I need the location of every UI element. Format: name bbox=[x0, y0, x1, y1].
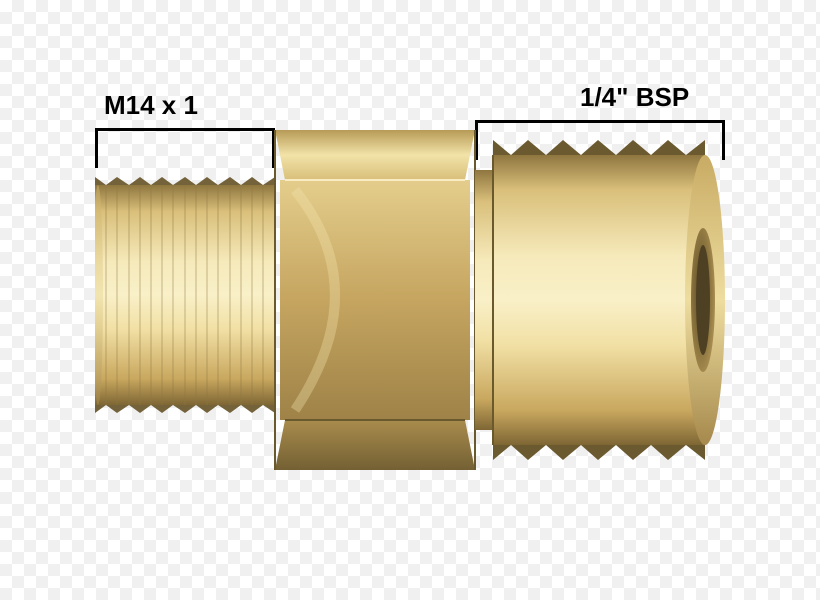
right-thread-label: 1/4" BSP bbox=[580, 82, 689, 113]
left-thread-teeth-bottom bbox=[95, 405, 275, 413]
diagram-stage: M14 x 1 1/4" BSP bbox=[0, 0, 820, 600]
left-thread-body bbox=[95, 177, 275, 413]
left-thread-label: M14 x 1 bbox=[104, 90, 198, 121]
right-teeth-bottom bbox=[493, 445, 705, 460]
left-thread-teeth-top bbox=[95, 177, 275, 185]
brass-fitting bbox=[95, 130, 725, 470]
hex-nut bbox=[275, 130, 475, 470]
brass-fitting-svg bbox=[95, 130, 725, 470]
right-swivel-body bbox=[475, 140, 725, 460]
right-teeth-top bbox=[493, 140, 705, 155]
dim-right-horizontal bbox=[475, 120, 725, 123]
